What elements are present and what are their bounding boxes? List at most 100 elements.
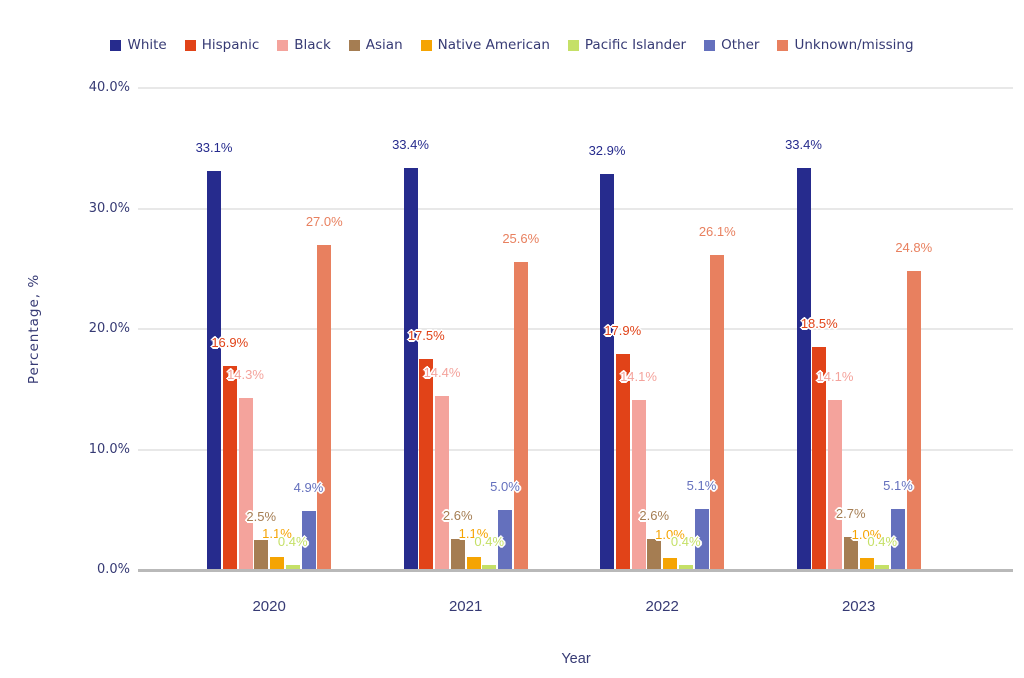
legend-item-black: Black — [277, 37, 331, 53]
bar-label-pacific-islander-2022: 0.4% — [670, 534, 701, 550]
bar-unknown-missing-2020 — [317, 244, 332, 570]
bar-label-asian-2023: 2.7% — [835, 506, 866, 522]
bar-pacific-islander-2020 — [285, 565, 300, 570]
bar-hispanic-2021 — [419, 359, 434, 570]
legend-swatch-black-icon — [277, 39, 289, 51]
bar-label-unknown-missing-2023: 24.8% — [895, 240, 933, 256]
bar-other-2023 — [891, 508, 905, 570]
bar-other-2021 — [498, 509, 512, 570]
bar-label-black-2021: 14.4% — [423, 365, 461, 381]
bar-unknown-missing-2021 — [513, 261, 528, 570]
x-axis-title: Year — [561, 651, 591, 667]
bar-label-asian-2022: 2.6% — [639, 507, 670, 523]
bar-white-2023 — [796, 167, 811, 570]
bar-label-pacific-islander-2023: 0.4% — [867, 534, 898, 550]
bar-hispanic-2020 — [222, 366, 237, 570]
bar-label-unknown-missing-2022: 26.1% — [698, 224, 736, 240]
legend-swatch-native-american-icon — [420, 39, 432, 51]
bar-label-black-2022: 14.1% — [620, 369, 657, 385]
legend-swatch-unknown-missing-icon — [777, 39, 789, 51]
bar-label-black-2020: 14.3% — [227, 366, 264, 382]
bar-label-black-2023: 14.1% — [816, 369, 854, 385]
bar-label-native-american-2021: 1.1% — [458, 525, 489, 541]
bar-label-other-2021: 5.0% — [490, 478, 520, 494]
legend-label-other: Other — [721, 37, 760, 53]
bar-unknown-missing-2022 — [710, 255, 725, 570]
bar-label-pacific-islander-2021: 0.4% — [474, 534, 505, 550]
legend-swatch-asian-icon — [348, 39, 360, 51]
bar-label-hispanic-2023: 18.5% — [800, 316, 838, 332]
legend-item-pacific-islander: Pacific Islander — [567, 37, 686, 53]
bar-label-hispanic-2022: 17.9% — [604, 323, 642, 339]
bar-black-2022 — [631, 400, 646, 570]
bar-pacific-islander-2021 — [482, 565, 497, 570]
bar-label-native-american-2020: 1.1% — [262, 525, 292, 541]
bar-other-2022 — [694, 508, 709, 570]
bar-asian-2021 — [450, 538, 465, 570]
bar-black-2020 — [238, 397, 253, 570]
legend-label-native-american: Native American — [437, 37, 550, 53]
bar-label-hispanic-2020: 16.9% — [211, 335, 249, 351]
bar-label-other-2020: 4.9% — [293, 479, 324, 495]
bar-label-pacific-islander-2020: 0.4% — [277, 534, 308, 550]
gridline — [138, 328, 1013, 330]
legend-item-unknown-missing: Unknown/missing — [777, 37, 914, 53]
legend-label-unknown-missing: Unknown/missing — [794, 37, 914, 53]
legend-item-hispanic: Hispanic — [184, 37, 260, 53]
legend-swatch-pacific-islander-icon — [567, 39, 579, 51]
legend-label-black: Black — [294, 37, 331, 53]
bar-black-2023 — [828, 400, 842, 570]
bar-label-unknown-missing-2020: 27.0% — [305, 213, 343, 229]
bar-label-unknown-missing-2021: 25.6% — [502, 230, 540, 246]
bar-unknown-missing-2023 — [906, 271, 921, 570]
bar-label-native-american-2022: 1.0% — [655, 526, 685, 542]
legend-swatch-other-icon — [704, 39, 716, 51]
bar-label-white-2022: 32.9% — [588, 142, 626, 158]
bar-white-2022 — [600, 173, 614, 570]
gridline — [138, 87, 1013, 89]
chart-legend: White Hispanic Black Asian Native American Pa… — [0, 37, 1024, 53]
bar-hispanic-2022 — [615, 354, 630, 570]
legend-label-white: White — [127, 37, 167, 53]
x-tick-label: 2021 — [448, 598, 483, 615]
bar-white-2020 — [207, 171, 221, 570]
y-tick-label: 40.0% — [88, 80, 130, 95]
x-tick-label: 2022 — [645, 598, 679, 615]
gridline — [138, 207, 1013, 210]
y-axis-title: Percentage, % — [26, 273, 42, 385]
x-axis-line — [138, 569, 1013, 572]
bar-native-american-2021 — [466, 556, 481, 570]
bar-label-hispanic-2021: 17.5% — [407, 328, 445, 344]
bar-native-american-2023 — [859, 557, 874, 570]
bar-pacific-islander-2023 — [875, 565, 890, 570]
bar-label-asian-2021: 2.6% — [442, 507, 473, 523]
bar-hispanic-2023 — [812, 347, 827, 570]
bar-label-white-2021: 33.4% — [392, 136, 429, 152]
bar-label-asian-2020: 2.5% — [246, 508, 277, 524]
bar-label-other-2023: 5.1% — [883, 477, 913, 493]
legend-swatch-hispanic-icon — [184, 39, 196, 51]
y-tick-label: 20.0% — [88, 321, 130, 336]
y-tick-label: 0.0% — [96, 562, 130, 577]
legend-label-asian: Asian — [365, 37, 403, 53]
x-tick-label: 2023 — [841, 598, 876, 615]
legend-item-other: Other — [704, 37, 759, 53]
bar-black-2021 — [435, 396, 449, 570]
bar-label-native-american-2023: 1.0% — [851, 526, 882, 542]
legend-swatch-white-icon — [110, 39, 122, 51]
legend-item-white: White — [110, 37, 167, 53]
bar-asian-2022 — [647, 538, 662, 570]
bar-label-white-2023: 33.4% — [785, 136, 822, 152]
bar-native-american-2020 — [270, 556, 284, 570]
legend-label-hispanic: Hispanic — [201, 37, 260, 53]
x-tick-label: 2020 — [252, 598, 286, 615]
bar-other-2020 — [301, 510, 316, 570]
legend-item-asian: Asian — [348, 37, 403, 53]
bar-asian-2020 — [254, 539, 269, 570]
bar-label-white-2020: 33.1% — [195, 140, 233, 156]
bar-pacific-islander-2022 — [678, 565, 693, 570]
